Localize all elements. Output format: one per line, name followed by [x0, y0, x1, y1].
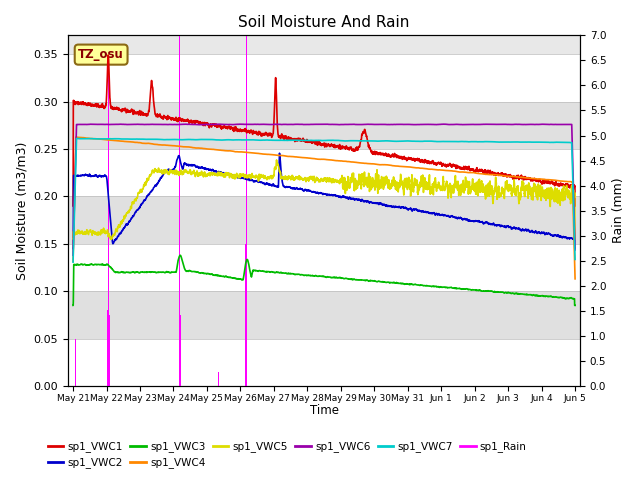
- Bar: [218, 372, 219, 386]
- Bar: [68, 291, 580, 338]
- Bar: [179, 0, 180, 386]
- Bar: [246, 31, 247, 386]
- Bar: [68, 54, 580, 102]
- Bar: [247, 338, 248, 386]
- Bar: [180, 315, 181, 386]
- Bar: [68, 149, 580, 196]
- Bar: [245, 244, 246, 386]
- X-axis label: Time: Time: [310, 404, 339, 417]
- Y-axis label: Soil Moisture (m3/m3): Soil Moisture (m3/m3): [15, 142, 28, 280]
- Text: TZ_osu: TZ_osu: [78, 48, 124, 61]
- Legend: sp1_VWC1, sp1_VWC2, sp1_VWC3, sp1_VWC4, sp1_VWC5, sp1_VWC6, sp1_VWC7, sp1_Rain: sp1_VWC1, sp1_VWC2, sp1_VWC3, sp1_VWC4, …: [44, 437, 531, 472]
- Title: Soil Moisture And Rain: Soil Moisture And Rain: [238, 15, 410, 30]
- Bar: [68, 338, 580, 386]
- Bar: [107, 310, 108, 386]
- Bar: [68, 196, 580, 244]
- Bar: [68, 102, 580, 149]
- Y-axis label: Rain (mm): Rain (mm): [612, 178, 625, 243]
- Bar: [108, 54, 109, 386]
- Bar: [68, 244, 580, 291]
